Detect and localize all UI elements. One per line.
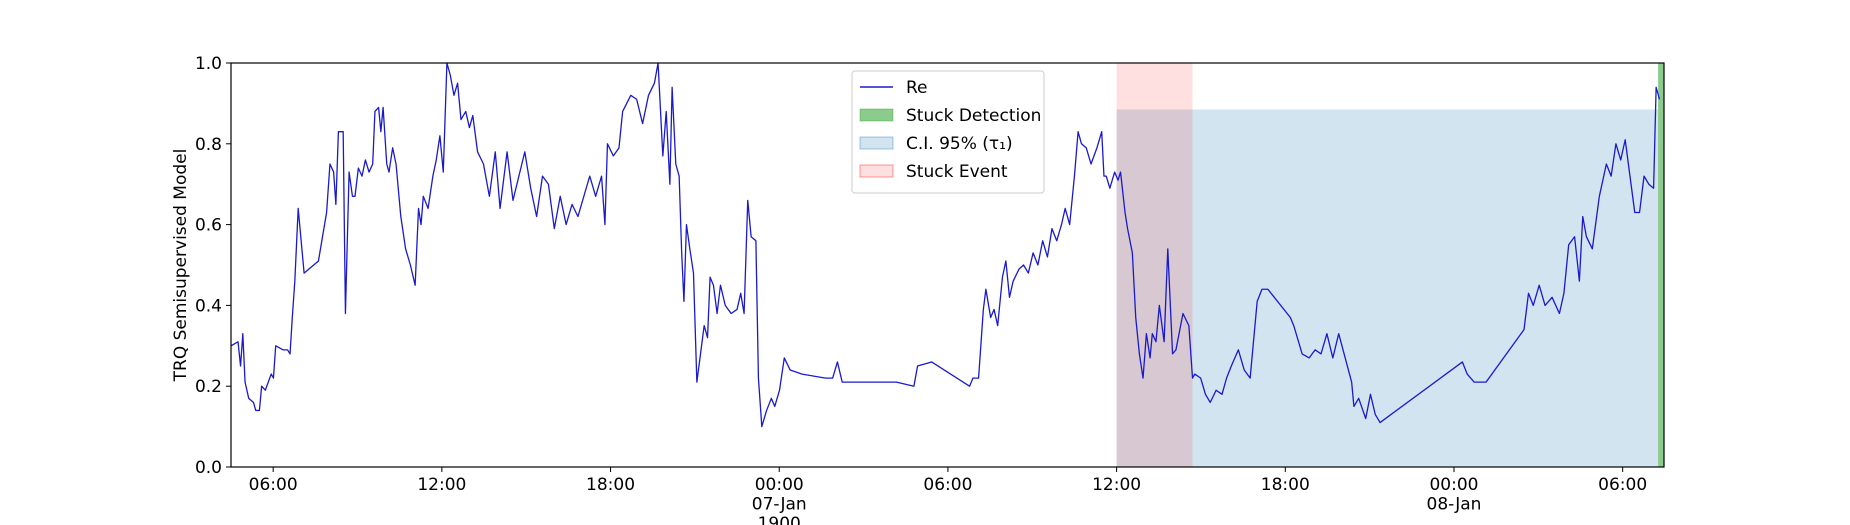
shaded-region	[1658, 63, 1664, 467]
y-tick-label: 0.4	[195, 296, 222, 316]
y-tick-label: 1.0	[195, 54, 222, 74]
shaded-region	[1116, 109, 1659, 468]
legend: Re Stuck Detection C.I. 95% (τ₁) Stuck Even…	[851, 70, 1045, 194]
x-tick-label: 06:00	[1598, 475, 1647, 495]
data-line	[230, 62, 1661, 428]
y-axis-label: TRQ Semisupervised Model	[171, 149, 191, 383]
x-tick-label: 06:00	[249, 475, 298, 495]
x-tick-label: 18:00	[1261, 475, 1310, 495]
x-tick-label: 12:00	[1092, 475, 1141, 495]
y-tick-label: 0.8	[195, 135, 222, 155]
x-tick-label: 06:00	[923, 475, 972, 495]
x-tick-label: 12:00	[417, 475, 466, 495]
y-tick-label: 0.2	[195, 377, 222, 397]
legend-swatch	[859, 164, 894, 178]
y-tick-label: 0.6	[195, 216, 222, 236]
legend-label: Re	[906, 78, 928, 98]
x-tick-label: 00:00 08-Jan	[1427, 475, 1482, 515]
legend-swatch	[859, 136, 894, 150]
legend-label: Stuck Detection	[906, 106, 1041, 126]
legend-label: Stuck Event	[906, 162, 1008, 182]
legend-swatch	[859, 108, 894, 122]
legend-label: C.I. 95% (τ₁)	[906, 134, 1013, 154]
x-tick-label: 18:00	[586, 475, 635, 495]
legend-box	[851, 70, 1045, 194]
y-tick-label: 0.0	[195, 458, 222, 478]
x-tick-label: 00:00 07-Jan 1900	[752, 475, 807, 525]
shaded-region	[1116, 63, 1193, 467]
